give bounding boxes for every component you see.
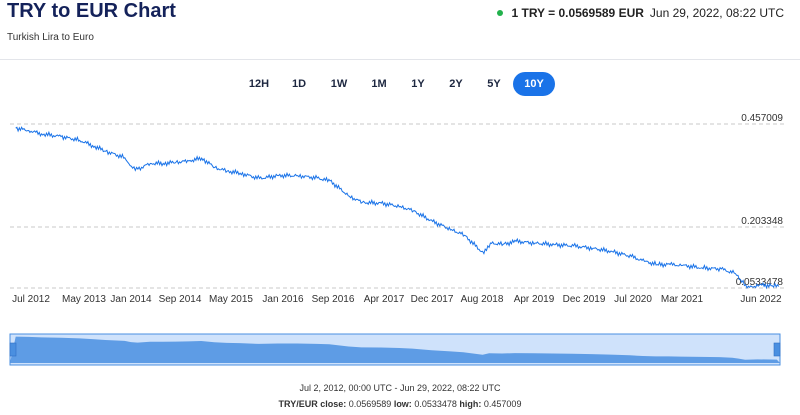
x-tick-label: Jul 2020	[614, 294, 652, 305]
x-tick-label: Jul 2012	[12, 294, 50, 305]
close-value: 0.0569589	[348, 399, 392, 409]
rate-timestamp: Jun 29, 2022, 08:22 UTC	[649, 6, 784, 20]
x-tick-label: Sep 2016	[312, 294, 355, 305]
x-tick-label: Dec 2017	[411, 294, 454, 305]
y-tick-label: 0.203348	[741, 216, 783, 227]
y-tick-label: 0.457009	[741, 113, 783, 124]
range-button-10y[interactable]: 10Y	[513, 72, 555, 96]
live-status-dot	[497, 9, 504, 16]
x-tick-label: Apr 2019	[514, 294, 555, 305]
x-tick-label: Jun 2022	[740, 294, 782, 305]
page-title: TRY to EUR Chart	[7, 0, 176, 22]
range-button-1d[interactable]: 1D	[291, 78, 307, 90]
exchange-rate-chart: 0.457009 0.203348 0.0533478 Jul 2012 May 20…	[9, 113, 784, 366]
low-value: 0.0533478	[414, 399, 457, 409]
navigator-left-handle[interactable]	[9, 342, 17, 357]
range-navigator[interactable]	[9, 333, 781, 366]
x-tick-label: Dec 2019	[563, 294, 606, 305]
high-label: high:	[459, 399, 482, 409]
series-line	[15, 126, 780, 290]
x-tick-label: Jan 2014	[110, 294, 152, 305]
navigator-right-handle[interactable]	[773, 342, 781, 357]
close-label: TRY/EUR close:	[278, 399, 347, 409]
x-tick-label: Aug 2018	[461, 294, 504, 305]
header-divider	[0, 59, 800, 60]
x-tick-label: May 2013	[62, 294, 106, 305]
low-label: low:	[393, 399, 412, 409]
y-axis-labels: 0.457009 0.203348 0.0533478	[736, 113, 784, 288]
range-button-1w[interactable]: 1W	[330, 78, 348, 90]
x-axis-labels: Jul 2012 May 2013 Jan 2014 Sep 2014 May 2015…	[12, 294, 782, 305]
range-button-1m[interactable]: 1M	[371, 78, 387, 90]
x-tick-label: Sep 2014	[159, 294, 202, 305]
range-button-2y[interactable]: 2Y	[449, 78, 463, 90]
page-subtitle: Turkish Lira to Euro	[7, 32, 94, 43]
grid-lines	[10, 123, 784, 289]
range-button-5y[interactable]: 5Y	[487, 78, 501, 90]
x-tick-label: Apr 2017	[364, 294, 405, 305]
y-tick-label: 0.0533478	[736, 277, 784, 288]
current-rate: 1 TRY = 0.0569589 EUR Jun 29, 2022, 08:22…	[497, 6, 784, 20]
footer-period: Jul 2, 2012, 00:00 UTC - Jun 29, 2022, 0…	[299, 383, 501, 393]
x-tick-label: May 2015	[209, 294, 253, 305]
rate-label: 1 TRY = 0.0569589 EUR	[511, 6, 644, 20]
range-button-1y[interactable]: 1Y	[411, 78, 425, 90]
footer-stats: TRY/EUR close: 0.0569589 low: 0.0533478 …	[0, 399, 800, 409]
x-tick-label: Mar 2021	[661, 294, 704, 305]
range-button-12h[interactable]: 12H	[248, 78, 270, 90]
x-tick-label: Jan 2016	[262, 294, 304, 305]
high-value: 0.457009	[483, 399, 522, 409]
navigator-area	[10, 336, 780, 363]
